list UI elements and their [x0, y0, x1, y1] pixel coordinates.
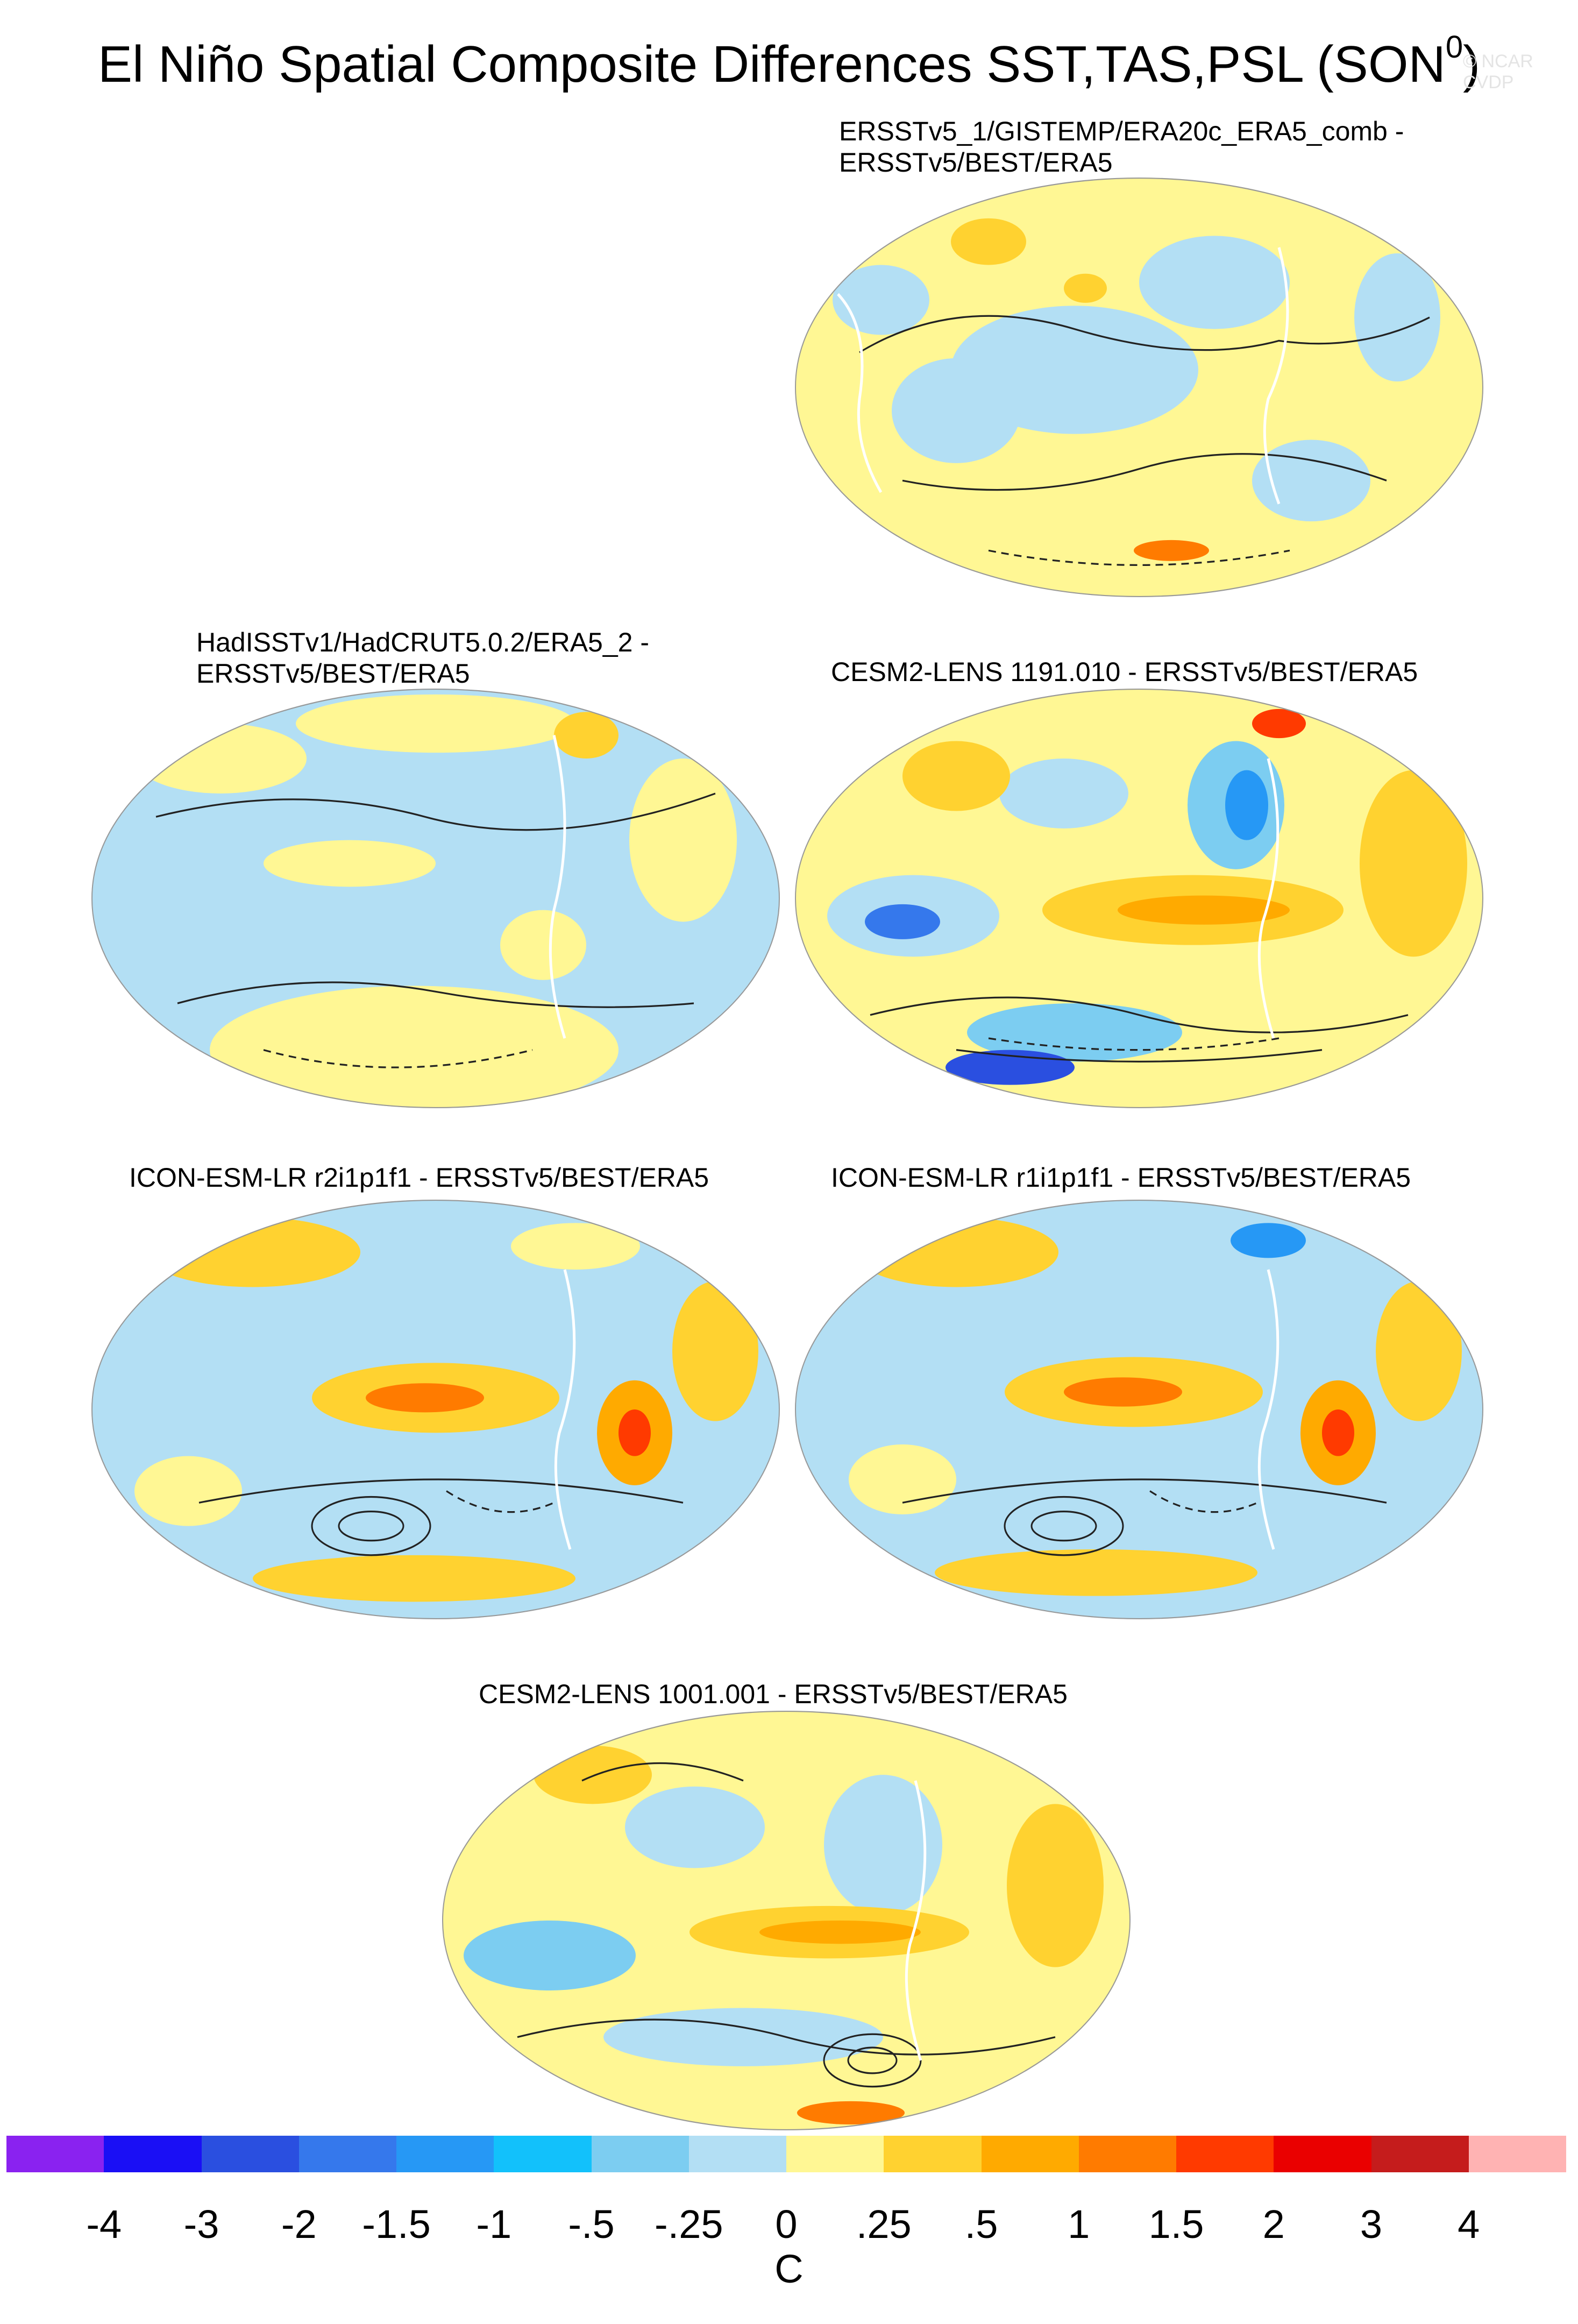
colorbar-tick-label: 0: [775, 2202, 798, 2247]
colorbar-swatch: [1371, 2136, 1469, 2172]
colorbar-tick-label: -.5: [568, 2202, 615, 2247]
panel-3-label-line1: CESM2-LENS 1191.010 - ERSSTv5/BEST/ERA5: [831, 657, 1418, 687]
panel-3-label: CESM2-LENS 1191.010 - ERSSTv5/BEST/ERA5: [831, 656, 1418, 688]
colorbar-tick-label: -3: [183, 2202, 219, 2247]
panel-2-label: HadISSTv1/HadCRUT5.0.2/ERA5_2 - ERSSTv5/…: [196, 627, 649, 689]
colorbar-swatch: [494, 2136, 592, 2172]
panel-1-label-line1: ERSSTv5_1/GISTEMP/ERA20c_ERA5_comb -: [839, 116, 1404, 146]
colorbar-tick-label: 4: [1458, 2202, 1480, 2247]
colorbar-swatch: [298, 2136, 396, 2172]
colorbar-swatch: [396, 2136, 494, 2172]
colorbar-tick-label: 3: [1360, 2202, 1383, 2247]
colorbar-swatch: [104, 2136, 202, 2172]
colorbar-swatch: [1176, 2136, 1274, 2172]
colorbar-swatch: [6, 2136, 104, 2172]
colorbar-swatch: [1468, 2136, 1566, 2172]
title-text: El Niño Spatial Composite Differences SS…: [97, 36, 1446, 93]
colorbar-tick-label: -1: [476, 2202, 512, 2247]
colorbar: [6, 2136, 1566, 2172]
colorbar-tick-label: .25: [856, 2202, 912, 2247]
colorbar-tick-label: -1.5: [362, 2202, 431, 2247]
panel-2-label-line2: ERSSTv5/BEST/ERA5: [196, 658, 470, 689]
colorbar-swatch: [786, 2136, 884, 2172]
colorbar-swatch: [884, 2136, 982, 2172]
map-panel-6: [442, 1711, 1131, 2130]
title-superscript: 0: [1445, 30, 1463, 65]
map-panel-1: [795, 178, 1483, 597]
panel-1-label: ERSSTv5_1/GISTEMP/ERA20c_ERA5_comb - ERS…: [839, 116, 1404, 178]
panel-5-label: ICON-ESM-LR r1i1p1f1 - ERSSTv5/BEST/ERA5: [831, 1162, 1411, 1193]
panel-6-label-line1: CESM2-LENS 1001.001 - ERSSTv5/BEST/ERA5: [479, 1679, 1068, 1709]
title-closing: ): [1463, 36, 1481, 93]
panel-5-label-line1: ICON-ESM-LR r1i1p1f1 - ERSSTv5/BEST/ERA5: [831, 1163, 1411, 1193]
map-panel-5: [795, 1200, 1483, 1619]
panel-2-label-line1: HadISSTv1/HadCRUT5.0.2/ERA5_2 -: [196, 627, 650, 657]
colorbar-tick-label: -2: [281, 2202, 317, 2247]
colorbar-units: C: [774, 2247, 804, 2291]
figure-title: El Niño Spatial Composite Differences SS…: [0, 22, 1578, 97]
panel-4-label: ICON-ESM-LR r2i1p1f1 - ERSSTv5/BEST/ERA5: [129, 1162, 709, 1193]
colorbar-swatch: [1078, 2136, 1176, 2172]
colorbar-tick-label: 1.5: [1148, 2202, 1204, 2247]
colorbar-swatch: [201, 2136, 299, 2172]
panel-1-label-line2: ERSSTv5/BEST/ERA5: [839, 147, 1113, 178]
colorbar-tick-label: 2: [1262, 2202, 1285, 2247]
watermark: © NCAR CVDP: [1463, 51, 1533, 93]
colorbar-tick-label: -.25: [654, 2202, 723, 2247]
colorbar-swatch: [591, 2136, 689, 2172]
colorbar-swatch: [1274, 2136, 1371, 2172]
panel-6-label: CESM2-LENS 1001.001 - ERSSTv5/BEST/ERA5: [479, 1678, 1068, 1710]
colorbar-tick-label: .5: [964, 2202, 998, 2247]
map-panel-4: [91, 1200, 780, 1619]
panel-4-label-line1: ICON-ESM-LR r2i1p1f1 - ERSSTv5/BEST/ERA5: [129, 1163, 709, 1193]
colorbar-tick-label: -4: [86, 2202, 122, 2247]
colorbar-tick-label: 1: [1068, 2202, 1090, 2247]
colorbar-swatch: [688, 2136, 786, 2172]
map-panel-3: [795, 689, 1483, 1108]
map-panel-2: [91, 689, 780, 1108]
colorbar-swatch: [981, 2136, 1079, 2172]
